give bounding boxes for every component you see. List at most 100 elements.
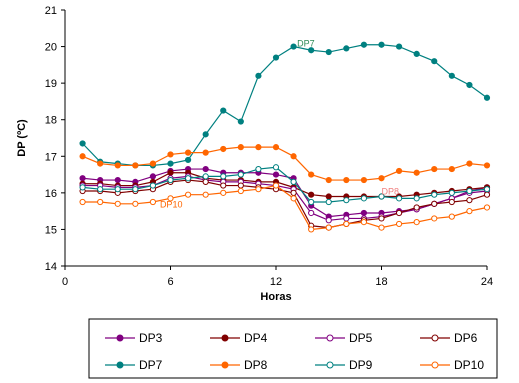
legend-label: DP8 [244, 358, 268, 372]
legend-label: DP10 [454, 358, 484, 372]
series-line [82, 44, 488, 167]
data-point [290, 153, 297, 160]
data-point [466, 81, 473, 89]
data-point [290, 43, 297, 50]
legend-label: DP3 [139, 331, 163, 345]
data-point [308, 47, 315, 54]
data-point [378, 41, 385, 48]
data-point [237, 171, 244, 178]
data-point [483, 94, 491, 101]
data-point [466, 197, 473, 204]
data-point [202, 191, 209, 198]
data-point [343, 197, 350, 204]
chart-legend: DP3 DP4 DP5 DP6 DP7 DP8 DP9 DP10 [88, 318, 498, 379]
data-point [220, 182, 227, 189]
data-point [272, 182, 280, 189]
data-point [220, 107, 227, 114]
y-tick-label: 17 [45, 151, 57, 163]
legend-box [88, 318, 498, 379]
data-point [413, 169, 420, 176]
data-point [413, 50, 420, 57]
legend-item-dp3: DP3 [105, 331, 163, 345]
legend-item-dp9: DP9 [315, 358, 373, 372]
series-dp9 [79, 164, 491, 206]
x-tick-label: 18 [375, 276, 387, 288]
legend-marker [221, 361, 229, 369]
chart-series [79, 41, 491, 233]
series-dp5 [79, 173, 491, 224]
series-dp6 [79, 176, 491, 231]
x-tick-label: 6 [167, 276, 173, 288]
data-point [255, 186, 262, 193]
data-point [448, 72, 455, 79]
data-point [202, 131, 209, 138]
data-point [79, 175, 86, 182]
data-point [431, 215, 438, 222]
data-point [343, 220, 350, 228]
x-tick-label: 12 [270, 276, 282, 288]
data-point [448, 198, 455, 206]
data-point [79, 140, 86, 147]
data-point [255, 72, 262, 79]
data-point [483, 162, 491, 169]
x-axis-label: Horas [260, 291, 291, 303]
data-point [272, 54, 280, 61]
y-axis-label: DP (ºC) [16, 119, 28, 157]
data-point [167, 195, 174, 202]
data-point [360, 219, 368, 226]
legend-item-dp10: DP10 [420, 358, 484, 372]
data-point [395, 43, 403, 50]
y-tick-label: 21 [45, 5, 57, 17]
data-point [466, 187, 473, 195]
data-point [308, 226, 315, 233]
data-point [202, 149, 209, 156]
data-point [360, 41, 368, 48]
data-point [184, 191, 192, 198]
data-point [132, 186, 139, 193]
data-point [466, 160, 473, 167]
data-point [431, 165, 438, 173]
data-point [202, 178, 209, 185]
legend-item-dp8: DP8 [210, 358, 268, 372]
data-point [413, 195, 420, 202]
data-point [149, 198, 157, 206]
data-point [308, 191, 315, 198]
y-tick-label: 16 [45, 188, 57, 200]
data-point [413, 219, 420, 226]
data-point [184, 149, 192, 156]
legend-marker [326, 361, 334, 369]
data-point [308, 209, 315, 217]
data-point [378, 224, 385, 231]
data-point [290, 189, 297, 196]
data-point [448, 213, 455, 220]
data-point [308, 171, 315, 178]
legend-item-dp6: DP6 [420, 331, 478, 345]
data-point [290, 178, 297, 185]
data-point [149, 182, 157, 189]
data-point [360, 195, 368, 202]
data-point [255, 144, 262, 151]
legend-marker [116, 334, 124, 342]
chart-axes: 14 15 16 17 18 19 20 21 0 6 12 18 24 [45, 5, 493, 288]
data-point [325, 176, 332, 184]
legend-item-dp4: DP4 [210, 331, 268, 345]
data-point [431, 200, 438, 207]
legend-label: DP6 [454, 331, 478, 345]
data-point [132, 162, 139, 169]
data-point [325, 198, 332, 206]
legend-marker [221, 334, 229, 342]
data-point [149, 173, 157, 180]
data-point [184, 175, 192, 182]
y-tick-label: 19 [45, 78, 57, 90]
data-point [237, 187, 244, 195]
data-point [79, 184, 86, 191]
data-point [114, 186, 121, 193]
series-line [82, 184, 488, 231]
data-point [202, 173, 209, 180]
data-point [360, 176, 368, 184]
data-point [483, 204, 491, 211]
data-point [325, 48, 332, 56]
data-point [237, 118, 244, 125]
data-point [132, 200, 139, 207]
